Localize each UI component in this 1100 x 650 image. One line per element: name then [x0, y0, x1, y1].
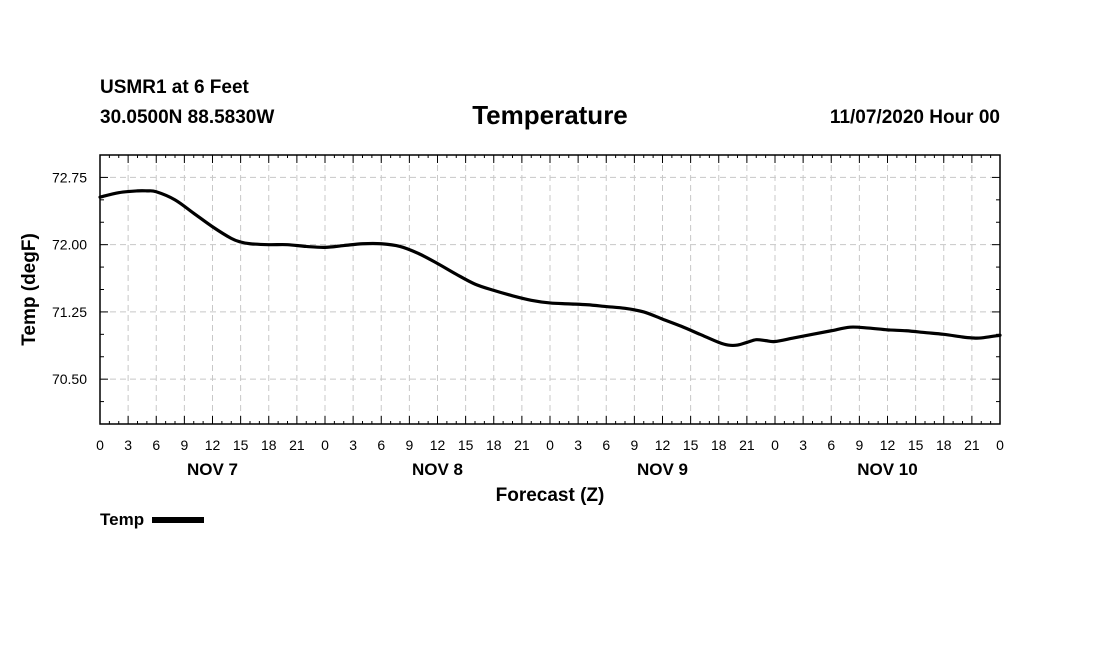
x-tick-label: 0 [996, 437, 1004, 453]
x-tick-label: 21 [514, 437, 530, 453]
x-tick-label: 6 [377, 437, 385, 453]
x-tick-label: 15 [683, 437, 699, 453]
station-coordinates: 30.0500N 88.5830W [100, 107, 275, 128]
x-tick-label: 18 [711, 437, 727, 453]
x-tick-label: 3 [124, 437, 132, 453]
x-tick-label: 12 [880, 437, 896, 453]
x-tick-label: 12 [430, 437, 446, 453]
x-tick-label: 0 [546, 437, 554, 453]
x-tick-label: 3 [574, 437, 582, 453]
series-line-temp [98, 189, 1002, 348]
legend-line-swatch [152, 517, 205, 523]
x-tick-label: 21 [739, 437, 755, 453]
x-tick-label: 0 [771, 437, 779, 453]
y-axis-title: Temp (degF) [19, 233, 40, 346]
y-tick-label: 72.75 [52, 169, 87, 185]
y-tick-label: 71.25 [52, 304, 87, 320]
series-layer [98, 189, 1002, 348]
x-tick-label: 21 [964, 437, 980, 453]
day-label: NOV 9 [637, 460, 688, 479]
y-tick-label: 70.50 [52, 371, 87, 387]
y-tick-label: 72.00 [52, 237, 87, 253]
x-tick-label: 21 [289, 437, 305, 453]
x-tick-label: 15 [908, 437, 924, 453]
x-tick-label: 0 [96, 437, 104, 453]
legend-label: Temp [100, 510, 145, 529]
chart-title: Temperature [472, 100, 628, 130]
x-tick-label: 18 [936, 437, 952, 453]
x-axis-title: Forecast (Z) [496, 485, 605, 506]
x-tick-label: 0 [321, 437, 329, 453]
day-label: NOV 7 [187, 460, 238, 479]
x-tick-label: 15 [458, 437, 474, 453]
x-tick-label: 12 [655, 437, 671, 453]
x-tick-label: 3 [349, 437, 357, 453]
x-tick-label: 9 [855, 437, 863, 453]
valid-time: 11/07/2020 Hour 00 [829, 107, 1000, 128]
x-tick-label: 9 [630, 437, 638, 453]
axis-labels: 0 3 6 9 12 15 18 21 0 3 6 9 12 15 18 21 0 3 6 9 12 15 18 21 0 3 6 9… [19, 169, 1004, 506]
x-tick-label: 6 [827, 437, 835, 453]
legend: Temp [100, 510, 205, 530]
x-tick-label: 15 [233, 437, 249, 453]
grid-lines [100, 155, 1000, 424]
day-label: NOV 8 [412, 460, 463, 479]
x-tick-label: 6 [602, 437, 610, 453]
x-tick-label: 12 [205, 437, 221, 453]
x-tick-label: 9 [180, 437, 188, 453]
x-tick-label: 18 [486, 437, 502, 453]
station-label: USMR1 at 6 Feet [100, 77, 249, 98]
x-tick-label: 3 [799, 437, 807, 453]
x-tick-label: 6 [152, 437, 160, 453]
x-tick-label: 9 [405, 437, 413, 453]
axis-ticks [99, 155, 1001, 424]
day-label: NOV 10 [857, 460, 917, 479]
x-tick-label: 18 [261, 437, 277, 453]
